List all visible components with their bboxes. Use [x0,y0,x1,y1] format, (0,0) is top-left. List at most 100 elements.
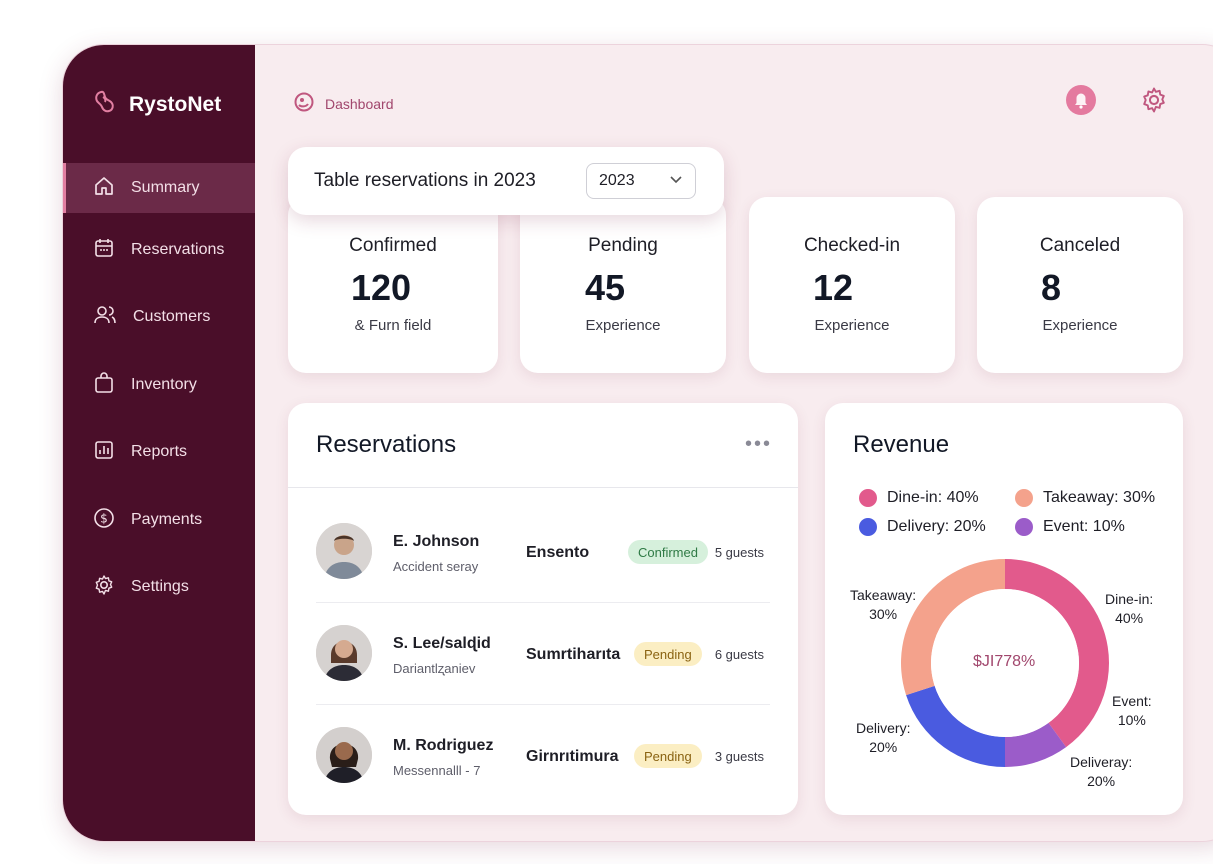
legend-dot [859,518,877,536]
year-selector-card: Table reservations in 2023 2023 [288,147,724,215]
more-options-button[interactable]: ••• [744,433,772,455]
stat-subtitle: & Furn field [354,317,432,334]
table-row[interactable]: M. Rodriguez Messennalll - 7 Girnrıtimur… [316,707,770,803]
reservations-title: Reservations [316,431,457,458]
legend-item-takeaway: Takeaway: 30% [1015,489,1155,507]
stat-card-checked-in[interactable]: Checked-in 12 Experience [749,197,955,373]
donut-slice-delivery[interactable] [906,685,1005,767]
sidebar-item-reservations[interactable]: Reservations [63,225,255,275]
donut-hole [931,589,1079,737]
stat-title: Canceled [1039,235,1121,256]
row-divider [316,602,770,603]
reservation-place: Ensento [526,544,590,561]
sidebar-item-customers[interactable]: Customers [63,292,255,342]
stat-title: Checked-in [803,235,901,256]
reservation-place: Sumrtiharıta [526,646,621,663]
year-selector-title: Table reservations in 2023 [314,170,536,191]
revenue-title: Revenue [853,431,950,458]
legend-dot [1015,489,1033,507]
legend-item-delivery: Delivery: 20% [859,518,986,536]
avatar [316,523,372,579]
customer-name: M. Rodriguez [393,737,494,754]
sidebar-item-label: Settings [131,578,189,595]
app-window: RystoNet Summary Reservations Customers … [62,44,1213,842]
sidebar-item-payments[interactable]: $ Payments [63,495,255,545]
revenue-donut-chart [901,559,1109,767]
breadcrumb[interactable]: Dashboard [293,91,394,116]
app-name: RystoNet [129,92,222,116]
legend-label: Event: 10% [1043,518,1125,535]
legend-dot [1015,518,1033,536]
donut-label-delivery: Delivery: 20% [856,720,911,755]
table-row[interactable]: E. Johnson Accident seray Ensento Confir… [316,503,770,603]
stat-card-canceled[interactable]: Canceled 8 Experience [977,197,1183,373]
table-row[interactable]: S. Lee/salɖid Dariantlʐaniev Sumrtiharıt… [316,605,770,705]
settings-button[interactable] [1137,85,1171,119]
dollar-circle-icon: $ [93,507,115,534]
report-icon [93,439,115,466]
bell-icon [1065,84,1097,121]
revenue-card: Revenue Dine-in: 40% Takeaway: 30% Deliv… [825,403,1183,815]
stat-value: 8 [1041,267,1062,308]
guest-count: 3 guests [714,749,764,764]
legend-label: Dine-in: 40% [887,489,979,506]
logo-icon [93,89,117,120]
customer-name: E. Johnson [393,533,480,550]
donut-center-value: $JI778% [973,653,1036,670]
sidebar-item-inventory[interactable]: Inventory [63,360,255,410]
status-badge: Confirmed [628,540,708,564]
guest-count: 6 guests [714,647,764,662]
notification-button[interactable] [1064,84,1098,121]
status-badge: Pending [634,744,702,768]
sidebar-item-label: Inventory [131,376,197,393]
sidebar-item-reports[interactable]: Reports [63,427,255,477]
legend-label: Takeaway: 30% [1043,489,1156,506]
sidebar: RystoNet Summary Reservations Customers … [63,45,255,841]
sidebar-item-summary[interactable]: Summary [63,163,255,213]
donut-slice-event[interactable] [1005,722,1067,767]
donut-label-dine-in: Dine-in: 40% [1105,591,1154,626]
sidebar-item-label: Payments [131,511,203,528]
status-badge: Pending [634,642,702,666]
sidebar-item-label: Reservations [131,241,225,258]
donut-label-takeaway: Takeaway: 30% [850,587,917,622]
breadcrumb-label: Dashboard [325,95,394,112]
gear-icon [1140,86,1168,119]
donut-slice-takeaway[interactable] [901,559,1005,696]
stat-value: 12 [813,267,854,308]
stat-subtitle: Experience [1042,317,1118,334]
stat-value: 45 [585,267,626,308]
bag-icon [93,371,115,399]
legend-dot [859,489,877,507]
year-select[interactable]: 2023 [586,163,696,199]
customer-subtitle: Accident seray [393,559,479,574]
donut-slice-dine-in[interactable] [1005,559,1109,748]
customer-subtitle: Dariantlʐaniev [393,661,476,676]
donut-label-deliveray: Deliveray: 20% [1070,754,1133,789]
legend-label: Delivery: 20% [887,518,986,535]
stat-card-confirmed[interactable]: Confirmed 120 & Furn field [288,197,498,373]
customer-name: S. Lee/salɖid [393,635,491,652]
avatar [316,727,372,783]
dashboard-icon [293,91,315,116]
customer-subtitle: Messennalll - 7 [393,763,481,778]
calendar-icon [93,237,115,264]
guest-count: 5 guests [714,545,764,560]
brand[interactable]: RystoNet [93,89,221,120]
chevron-down-icon [669,172,683,190]
year-select-value: 2023 [599,172,635,189]
legend-item-event: Event: 10% [1015,518,1125,536]
donut-label-event: Event: 10% [1112,693,1152,728]
stat-card-pending[interactable]: Pending 45 Experience [520,197,726,373]
users-icon [93,304,117,331]
stat-subtitle: Experience [814,317,890,334]
stat-title: Confirmed [349,235,437,256]
divider [288,487,798,488]
stat-value: 120 [351,267,412,308]
sidebar-item-settings[interactable]: Settings [63,562,255,612]
gear-icon [93,574,115,601]
stat-subtitle: Experience [585,317,661,334]
home-icon [93,175,115,202]
stat-title: Pending [588,235,658,256]
reservations-card: Reservations ••• E. Johnson Accident ser… [288,403,798,815]
